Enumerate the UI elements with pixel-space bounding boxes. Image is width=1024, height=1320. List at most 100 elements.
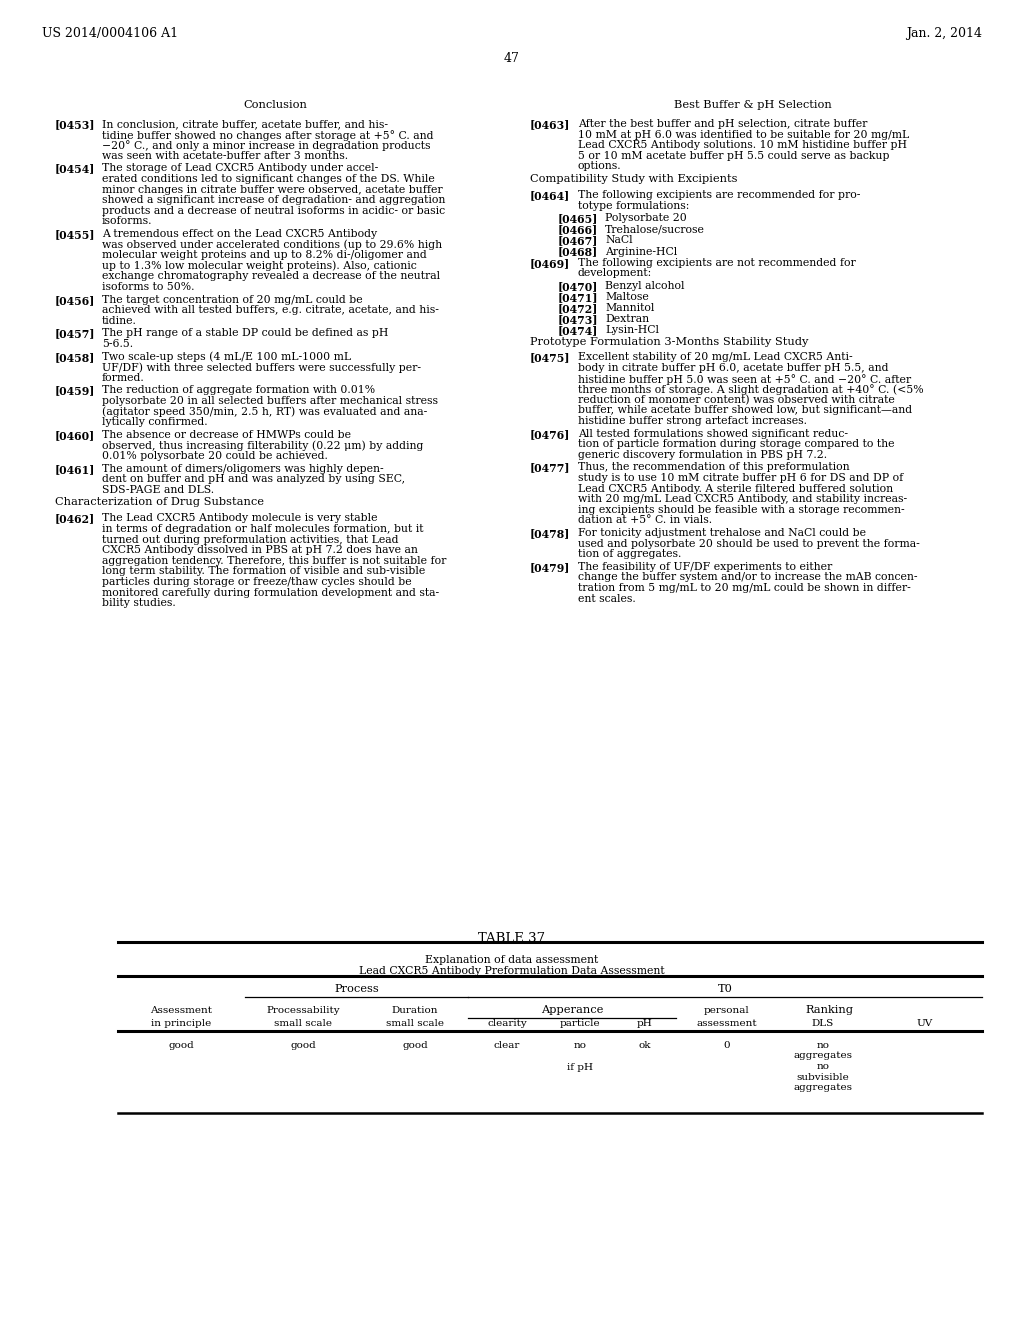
Text: aggregates: aggregates <box>794 1082 853 1092</box>
Text: Dextran: Dextran <box>605 314 649 325</box>
Text: showed a significant increase of degradation- and aggregation: showed a significant increase of degrada… <box>102 195 445 206</box>
Text: tidine buffer showed no changes after storage at +5° C. and: tidine buffer showed no changes after st… <box>102 129 433 140</box>
Text: DLS: DLS <box>812 1019 835 1028</box>
Text: Thus, the recommendation of this preformulation: Thus, the recommendation of this preform… <box>578 462 850 473</box>
Text: in principle: in principle <box>152 1019 212 1028</box>
Text: In conclusion, citrate buffer, acetate buffer, and his-: In conclusion, citrate buffer, acetate b… <box>102 119 388 129</box>
Text: turned out during preformulation activities, that Lead: turned out during preformulation activit… <box>102 535 398 545</box>
Text: [0465]: [0465] <box>558 213 598 224</box>
Text: generic discovery formulation in PBS pH 7.2.: generic discovery formulation in PBS pH … <box>578 450 827 459</box>
Text: Two scale-up steps (4 mL/E 100 mL-1000 mL: Two scale-up steps (4 mL/E 100 mL-1000 m… <box>102 351 351 362</box>
Text: good: good <box>402 1041 428 1049</box>
Text: tration from 5 mg/mL to 20 mg/mL could be shown in differ-: tration from 5 mg/mL to 20 mg/mL could b… <box>578 583 910 593</box>
Text: options.: options. <box>578 161 622 172</box>
Text: minor changes in citrate buffer were observed, acetate buffer: minor changes in citrate buffer were obs… <box>102 185 442 194</box>
Text: up to 1.3% low molecular weight proteins). Also, cationic: up to 1.3% low molecular weight proteins… <box>102 261 417 272</box>
Text: Ranking: Ranking <box>805 1005 853 1015</box>
Text: particles during storage or freeze/thaw cycles should be: particles during storage or freeze/thaw … <box>102 577 412 587</box>
Text: particle: particle <box>560 1019 600 1028</box>
Text: study is to use 10 mM citrate buffer pH 6 for DS and DP of: study is to use 10 mM citrate buffer pH … <box>578 473 903 483</box>
Text: The reduction of aggregate formation with 0.01%: The reduction of aggregate formation wit… <box>102 385 375 396</box>
Text: [0473]: [0473] <box>558 314 598 325</box>
Text: [0458]: [0458] <box>55 351 95 363</box>
Text: tion of particle formation during storage compared to the: tion of particle formation during storag… <box>578 440 895 449</box>
Text: exchange chromatography revealed a decrease of the neutral: exchange chromatography revealed a decre… <box>102 272 440 281</box>
Text: Processability: Processability <box>266 1006 340 1015</box>
Text: Arginine-HCl: Arginine-HCl <box>605 247 677 256</box>
Text: no: no <box>816 1041 829 1049</box>
Text: assessment: assessment <box>696 1019 758 1028</box>
Text: [0461]: [0461] <box>55 463 95 475</box>
Text: Trehalose/sucrose: Trehalose/sucrose <box>605 224 705 235</box>
Text: UV: UV <box>916 1019 933 1028</box>
Text: The pH range of a stable DP could be defined as pH: The pH range of a stable DP could be def… <box>102 329 388 338</box>
Text: three months of storage. A slight degradation at +40° C. (<5%: three months of storage. A slight degrad… <box>578 384 924 395</box>
Text: no: no <box>573 1041 587 1049</box>
Text: Benzyl alcohol: Benzyl alcohol <box>605 281 684 290</box>
Text: Lead CXCR5 Antibody solutions. 10 mM histidine buffer pH: Lead CXCR5 Antibody solutions. 10 mM his… <box>578 140 907 150</box>
Text: 47: 47 <box>504 51 520 65</box>
Text: The amount of dimers/oligomers was highly depen-: The amount of dimers/oligomers was highl… <box>102 463 384 474</box>
Text: The feasibility of UF/DF experiments to either: The feasibility of UF/DF experiments to … <box>578 562 833 572</box>
Text: aggregates: aggregates <box>794 1052 853 1060</box>
Text: 0: 0 <box>724 1041 730 1049</box>
Text: development:: development: <box>578 268 652 279</box>
Text: Maltose: Maltose <box>605 292 649 302</box>
Text: achieved with all tested buffers, e.g. citrate, acetate, and his-: achieved with all tested buffers, e.g. c… <box>102 305 439 315</box>
Text: Prototype Formulation 3-Months Stability Study: Prototype Formulation 3-Months Stability… <box>530 337 808 347</box>
Text: products and a decrease of neutral isoforms in acidic- or basic: products and a decrease of neutral isofo… <box>102 206 445 216</box>
Text: [0453]: [0453] <box>55 119 95 131</box>
Text: 5-6.5.: 5-6.5. <box>102 339 133 348</box>
Text: clearity: clearity <box>487 1019 527 1028</box>
Text: dation at +5° C. in vials.: dation at +5° C. in vials. <box>578 515 712 525</box>
Text: CXCR5 Antibody dissolved in PBS at pH 7.2 does have an: CXCR5 Antibody dissolved in PBS at pH 7.… <box>102 545 418 556</box>
Text: Lead CXCR5 Antibody Preformulation Data Assessment: Lead CXCR5 Antibody Preformulation Data … <box>359 966 665 975</box>
Text: [0456]: [0456] <box>55 294 95 306</box>
Text: Best Buffer & pH Selection: Best Buffer & pH Selection <box>674 100 831 110</box>
Text: 5 or 10 mM acetate buffer pH 5.5 could serve as backup: 5 or 10 mM acetate buffer pH 5.5 could s… <box>578 150 890 161</box>
Text: [0466]: [0466] <box>558 224 598 235</box>
Text: NaCl: NaCl <box>605 235 633 246</box>
Text: totype formulations:: totype formulations: <box>578 201 689 211</box>
Text: no: no <box>816 1063 829 1071</box>
Text: was seen with acetate-buffer after 3 months.: was seen with acetate-buffer after 3 mon… <box>102 150 348 161</box>
Text: [0468]: [0468] <box>558 247 598 257</box>
Text: TABLE 37: TABLE 37 <box>478 932 546 945</box>
Text: 0.01% polysorbate 20 could be achieved.: 0.01% polysorbate 20 could be achieved. <box>102 451 328 461</box>
Text: [0470]: [0470] <box>558 281 598 292</box>
Text: US 2014/0004106 A1: US 2014/0004106 A1 <box>42 26 178 40</box>
Text: [0460]: [0460] <box>55 430 95 441</box>
Text: Assessment: Assessment <box>151 1006 213 1015</box>
Text: aggregation tendency. Therefore, this buffer is not suitable for: aggregation tendency. Therefore, this bu… <box>102 556 446 566</box>
Text: [0469]: [0469] <box>530 257 570 269</box>
Text: ing excipients should be feasible with a storage recommen-: ing excipients should be feasible with a… <box>578 504 904 515</box>
Text: [0475]: [0475] <box>530 352 570 363</box>
Text: molecular weight proteins and up to 8.2% di-/oligomer and: molecular weight proteins and up to 8.2%… <box>102 251 427 260</box>
Text: Excellent stability of 20 mg/mL Lead CXCR5 Anti-: Excellent stability of 20 mg/mL Lead CXC… <box>578 352 853 363</box>
Text: The following excipients are recommended for pro-: The following excipients are recommended… <box>578 190 860 199</box>
Text: clear: clear <box>494 1041 520 1049</box>
Text: formed.: formed. <box>102 372 144 383</box>
Text: good: good <box>169 1041 195 1049</box>
Text: bility studies.: bility studies. <box>102 598 176 609</box>
Text: tion of aggregates.: tion of aggregates. <box>578 549 681 560</box>
Text: erated conditions led to significant changes of the DS. While: erated conditions led to significant cha… <box>102 174 435 183</box>
Text: T0: T0 <box>718 983 732 994</box>
Text: body in citrate buffer pH 6.0, acetate buffer pH 5.5, and: body in citrate buffer pH 6.0, acetate b… <box>578 363 889 374</box>
Text: Mannitol: Mannitol <box>605 304 654 313</box>
Text: The Lead CXCR5 Antibody molecule is very stable: The Lead CXCR5 Antibody molecule is very… <box>102 513 378 523</box>
Text: [0454]: [0454] <box>55 164 95 174</box>
Text: long term stability. The formation of visible and sub-visible: long term stability. The formation of vi… <box>102 566 425 577</box>
Text: Jan. 2, 2014: Jan. 2, 2014 <box>906 26 982 40</box>
Text: Apperance: Apperance <box>541 1005 603 1015</box>
Text: tidine.: tidine. <box>102 315 137 326</box>
Text: Polysorbate 20: Polysorbate 20 <box>605 213 687 223</box>
Text: change the buffer system and/or to increase the mAB concen-: change the buffer system and/or to incre… <box>578 573 918 582</box>
Text: Characterization of Drug Substance: Characterization of Drug Substance <box>55 498 264 507</box>
Text: monitored carefully during formulation development and sta-: monitored carefully during formulation d… <box>102 587 439 598</box>
Text: The absence or decrease of HMWPs could be: The absence or decrease of HMWPs could b… <box>102 430 351 440</box>
Text: subvisible: subvisible <box>797 1072 849 1081</box>
Text: After the best buffer and pH selection, citrate buffer: After the best buffer and pH selection, … <box>578 119 867 129</box>
Text: good: good <box>291 1041 316 1049</box>
Text: SDS-PAGE and DLS.: SDS-PAGE and DLS. <box>102 484 214 495</box>
